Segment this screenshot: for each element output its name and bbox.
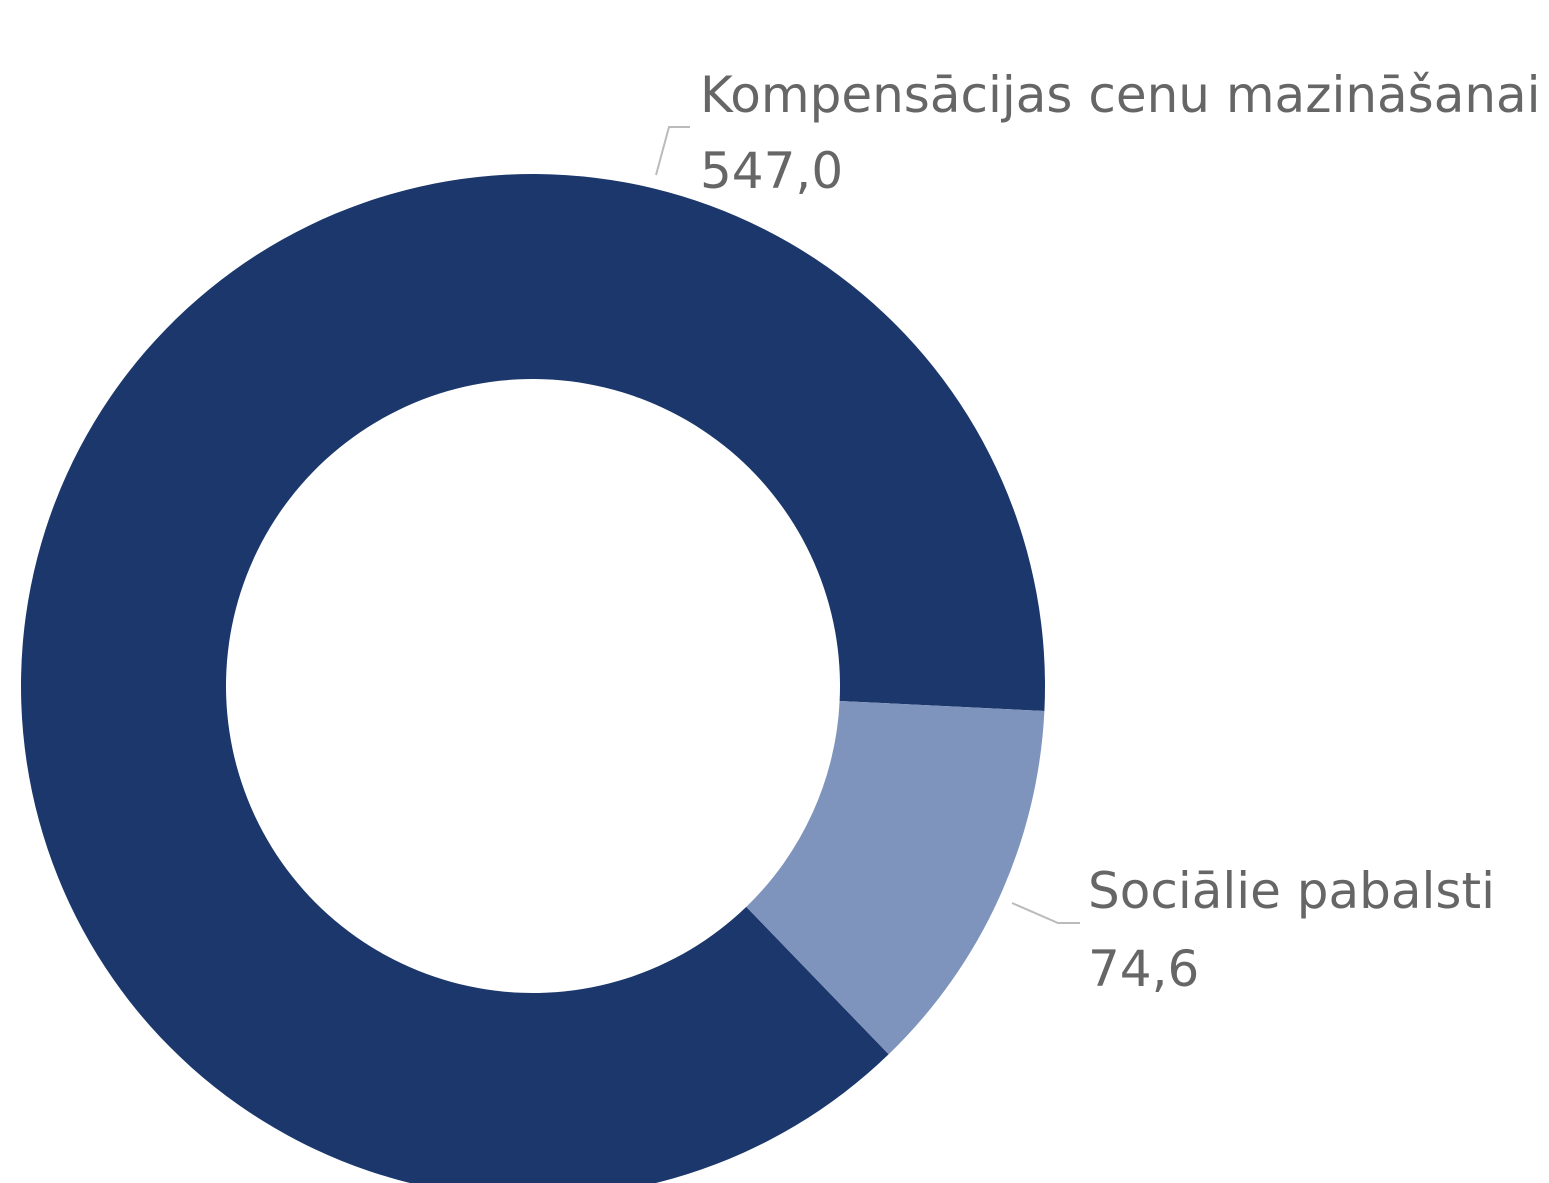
donut-slice <box>746 700 1045 1055</box>
slice-value-label: 74,6 <box>1088 940 1199 998</box>
leader-line <box>655 126 690 176</box>
slices <box>21 174 1045 1183</box>
slice-label: Sociālie pabalsti <box>1088 862 1495 920</box>
slice-value-label: 547,0 <box>700 142 843 200</box>
slice-label: Kompensācijas cenu mazināšanai <box>700 66 1541 124</box>
leader-line <box>1011 902 1080 924</box>
donut-slice <box>21 174 1045 1183</box>
